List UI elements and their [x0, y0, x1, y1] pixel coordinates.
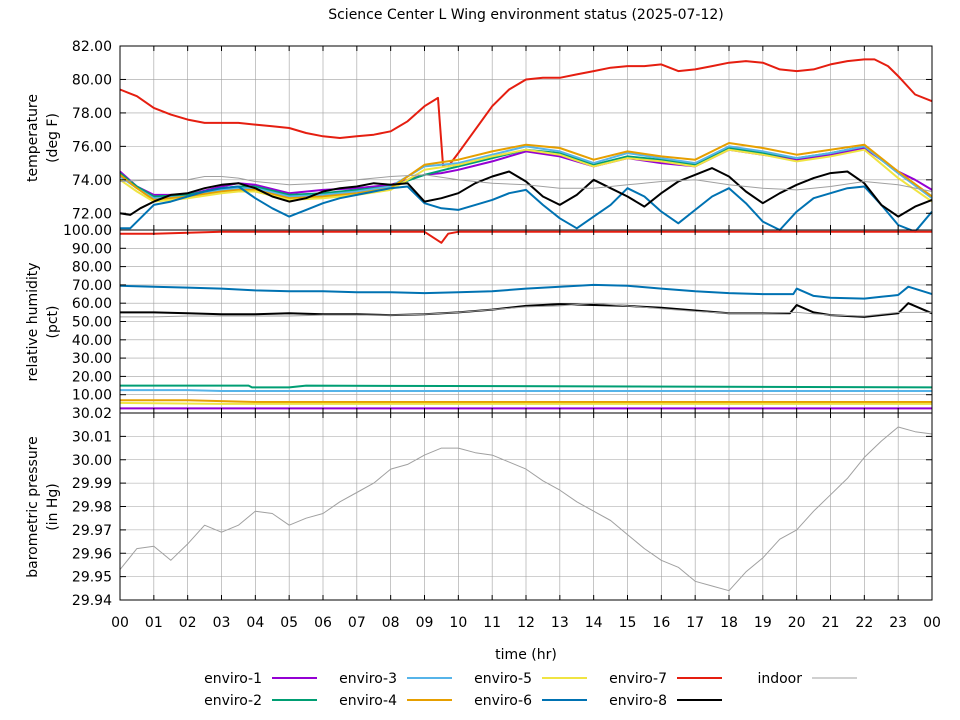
series-enviro-1 — [119, 147, 933, 196]
legend-label: enviro-2 — [204, 693, 262, 709]
x-tick-label: 02 — [179, 615, 197, 631]
x-tick-label: 11 — [483, 615, 501, 631]
x-tick-label: 22 — [855, 615, 873, 631]
x-tick-label: 23 — [889, 615, 907, 631]
series-enviro-8 — [119, 167, 933, 218]
x-tick-label: 16 — [652, 615, 670, 631]
series-enviro-2 — [120, 384, 933, 389]
x-tick-label: 04 — [246, 615, 264, 631]
y-tick-label: 30.00 — [72, 453, 112, 469]
pressure-ylabel-unit: (in Hg) — [45, 483, 61, 531]
x-tick-label: 07 — [348, 615, 366, 631]
y-tick-label: 29.99 — [72, 476, 112, 492]
y-tick-label: 76.00 — [72, 139, 112, 155]
y-tick-label: 72.00 — [72, 206, 112, 222]
series-indoor — [119, 174, 933, 192]
x-tick-label: 17 — [686, 615, 704, 631]
y-tick-label: 30.00 — [72, 351, 112, 367]
series-enviro-4 — [119, 142, 933, 201]
y-tick-label: 74.00 — [72, 173, 112, 189]
x-tick-label: 06 — [314, 615, 332, 631]
legend-label: enviro-1 — [204, 671, 262, 687]
x-tick-label: 01 — [145, 615, 163, 631]
x-tick-label: 15 — [619, 615, 637, 631]
pressure-panel: 29.94 29.95 29.96 29.97 29.98 29.99 30.00 30.01… — [25, 406, 933, 609]
series-enviro-3 — [120, 389, 932, 392]
y-tick-label: 30.02 — [72, 406, 112, 422]
y-tick-label: 29.97 — [72, 523, 112, 539]
y-tick-label: 100.00 — [63, 223, 112, 239]
legend: enviro-1 enviro-2 enviro-3 enviro-4 enviro-5… — [204, 671, 857, 709]
series-enviro-7 — [120, 230, 932, 244]
series-enviro-7 — [119, 58, 933, 168]
x-tick-label: 21 — [822, 615, 840, 631]
y-tick-label: 82.00 — [72, 39, 112, 55]
series-enviro-6 — [119, 283, 933, 300]
legend-label: enviro-8 — [609, 693, 667, 709]
x-tick-label: 13 — [551, 615, 569, 631]
y-tick-label: 80.00 — [72, 260, 112, 276]
legend-label: enviro-3 — [339, 671, 397, 687]
y-tick-label: 78.00 — [72, 106, 112, 122]
humidity-panel: 10.00 20.00 30.00 40.00 50.00 60.00 70.00 80.00… — [25, 223, 933, 414]
series-enviro-3 — [119, 145, 933, 200]
y-tick-label: 30.01 — [72, 429, 112, 445]
legend-label: enviro-6 — [474, 693, 532, 709]
humidity-ylabel: relative humidity — [25, 262, 41, 381]
y-tick-label: 29.96 — [72, 546, 112, 562]
legend-label: enviro-7 — [609, 671, 667, 687]
series-indoor — [119, 426, 933, 592]
x-tick-label: 08 — [382, 615, 400, 631]
series-enviro-5 — [119, 148, 933, 203]
y-tick-label: 29.95 — [72, 570, 112, 586]
legend-label: enviro-5 — [474, 671, 532, 687]
y-tick-label: 10.00 — [72, 388, 112, 404]
x-tick-label: 00 — [923, 615, 941, 631]
temperature-panel: 72.00 74.00 76.00 78.00 80.00 82.00 temperatu… — [25, 39, 933, 233]
x-axis-label: time (hr) — [495, 647, 557, 663]
humidity-ylabel-unit: (pct) — [45, 306, 61, 339]
x-tick-label: 12 — [517, 615, 535, 631]
x-tick-label: 00 — [111, 615, 129, 631]
y-tick-label: 20.00 — [72, 369, 112, 385]
series-enviro-5 — [119, 401, 932, 405]
series-indoor — [120, 302, 932, 318]
y-tick-label: 70.00 — [72, 278, 112, 294]
x-tick-label: 14 — [585, 615, 603, 631]
x-tick-label: 10 — [449, 615, 467, 631]
y-tick-label: 29.94 — [72, 593, 112, 609]
y-tick-label: 40.00 — [72, 333, 112, 349]
chart-title: Science Center L Wing environment status… — [328, 7, 724, 23]
x-tick-label: 18 — [720, 615, 738, 631]
x-tick-label: 09 — [416, 615, 434, 631]
y-tick-label: 60.00 — [72, 296, 112, 312]
y-tick-label: 90.00 — [72, 241, 112, 257]
temperature-ylabel-unit: (deg F) — [45, 113, 61, 163]
x-axis-tick-labels: 00 01 02 03 04 05 06 07 08 09 10 11 12 13 14 15 16 17 18 19… — [111, 615, 941, 631]
pressure-ylabel: barometric pressure — [25, 436, 41, 577]
x-tick-label: 19 — [754, 615, 772, 631]
legend-label: indoor — [757, 671, 802, 687]
y-tick-label: 80.00 — [72, 72, 112, 88]
legend-label: enviro-4 — [339, 693, 397, 709]
temperature-ylabel: temperature — [25, 94, 41, 182]
series-enviro-6 — [120, 185, 933, 233]
series-enviro-4 — [120, 399, 932, 403]
x-tick-label: 03 — [213, 615, 231, 631]
x-tick-label: 20 — [788, 615, 806, 631]
y-tick-label: 50.00 — [72, 315, 112, 331]
x-tick-label: 05 — [280, 615, 298, 631]
y-tick-label: 29.98 — [72, 500, 112, 516]
